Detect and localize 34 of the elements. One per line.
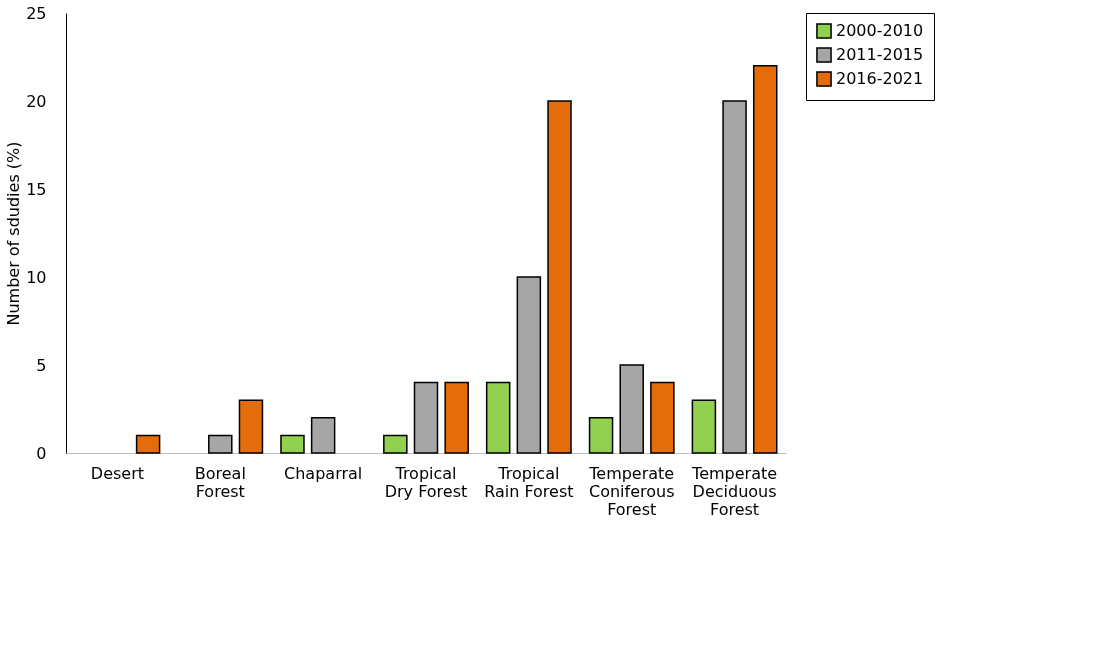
y-tick-label: 15 <box>26 179 47 199</box>
x-tick-label: Tropical Dry Forest <box>384 463 468 501</box>
bar <box>722 100 747 454</box>
legend-label: 2011-2015 <box>836 45 924 64</box>
x-tick-label: Tropical Rain Forest <box>484 463 574 501</box>
bar <box>588 417 614 454</box>
y-tick-label: 25 <box>26 3 47 23</box>
bar <box>310 417 336 454</box>
y-tick-label: 0 <box>36 443 47 463</box>
bar <box>485 381 511 454</box>
legend-label: 2000-2010 <box>836 21 924 40</box>
bar <box>752 65 778 454</box>
bar <box>516 276 542 454</box>
bar <box>238 399 264 454</box>
y-tick-label: 20 <box>26 91 47 111</box>
legend-label: 2016-2021 <box>836 69 924 88</box>
bar <box>383 434 408 454</box>
bar <box>413 381 439 454</box>
bar <box>208 434 233 454</box>
y-tick-label: 10 <box>26 267 47 287</box>
x-tick-label: Boreal Forest <box>194 463 246 501</box>
bar <box>547 100 572 454</box>
x-tick-label: Temperate Deciduous Forest <box>691 463 778 519</box>
bar <box>280 434 305 454</box>
bar <box>650 381 675 454</box>
y-axis-title: Number of sdudies (%) <box>4 141 24 326</box>
bar <box>444 381 469 454</box>
y-tick-label: 5 <box>36 355 47 375</box>
x-tick-label: Temperate Coniferous Forest <box>588 463 675 519</box>
bar <box>619 364 644 454</box>
bar <box>135 434 161 454</box>
x-tick-label: Chaparral <box>284 463 363 483</box>
x-tick-label: Desert <box>90 463 145 483</box>
bar <box>691 399 717 454</box>
